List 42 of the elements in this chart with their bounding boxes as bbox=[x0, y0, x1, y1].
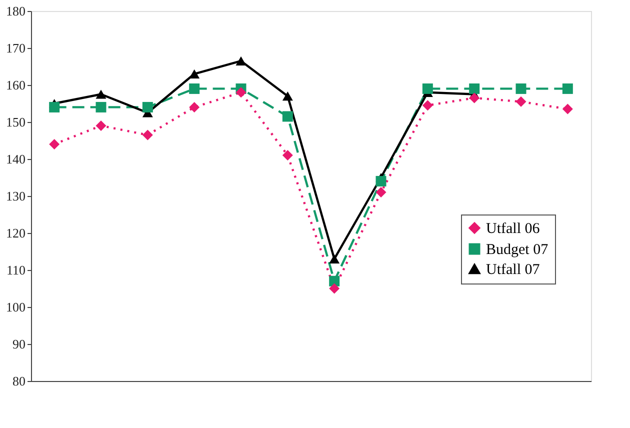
point bbox=[376, 176, 386, 186]
y-tick-label: 150 bbox=[6, 114, 26, 130]
point bbox=[329, 283, 340, 294]
y-tick-label: 100 bbox=[6, 300, 26, 314]
point bbox=[96, 120, 106, 131]
point bbox=[96, 102, 106, 112]
point bbox=[142, 102, 153, 112]
point bbox=[282, 111, 293, 122]
point bbox=[562, 104, 573, 114]
legend-label: Utfall 06 bbox=[486, 221, 540, 237]
point bbox=[282, 150, 293, 161]
point bbox=[562, 83, 573, 94]
legend-label: Budget 07 bbox=[486, 242, 549, 258]
y-tick-label: 170 bbox=[6, 40, 26, 56]
legend-label: Utfall 07 bbox=[486, 262, 540, 278]
point bbox=[282, 92, 293, 101]
point bbox=[422, 100, 433, 111]
y-tick-label: 130 bbox=[6, 188, 26, 204]
point bbox=[516, 96, 526, 107]
y-tick-label: 180 bbox=[6, 4, 26, 18]
point bbox=[49, 102, 60, 112]
point bbox=[189, 69, 200, 78]
point bbox=[49, 138, 60, 150]
point bbox=[236, 56, 246, 66]
point bbox=[329, 276, 340, 286]
point bbox=[422, 83, 433, 94]
point bbox=[189, 83, 200, 94]
point bbox=[189, 102, 200, 112]
y-tick-label: 120 bbox=[6, 226, 26, 240]
point bbox=[469, 92, 480, 104]
point bbox=[236, 87, 246, 98]
point bbox=[469, 83, 480, 94]
point bbox=[142, 130, 153, 140]
y-tick-label: 140 bbox=[6, 152, 26, 166]
y-tick-label: 160 bbox=[6, 78, 26, 92]
point bbox=[376, 187, 386, 198]
y-tick-label: 90 bbox=[12, 336, 26, 352]
point bbox=[96, 90, 106, 99]
point bbox=[329, 254, 340, 264]
point bbox=[516, 83, 526, 94]
y-tick-label: 110 bbox=[6, 262, 26, 278]
y-tick-label: 80 bbox=[12, 374, 26, 388]
